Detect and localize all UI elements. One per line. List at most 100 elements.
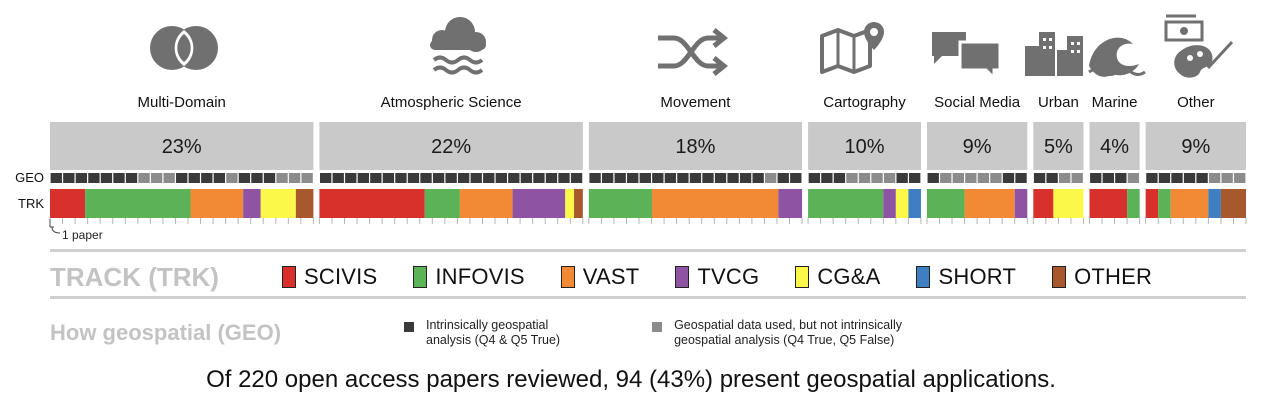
geo-square (727, 173, 739, 183)
geo-square (395, 173, 407, 183)
geo-swatch (404, 322, 414, 332)
geo-square (1115, 173, 1127, 183)
geo-row-label: GEO (15, 170, 44, 185)
track-swatch (413, 266, 428, 288)
geo-square (163, 173, 175, 183)
geo-square (263, 173, 276, 183)
track-segment (319, 189, 425, 218)
track-segment (1170, 189, 1209, 218)
domain-share-label: 23% (162, 136, 202, 158)
geo-legend: How geospatial (GEO) Intrinsically geosp… (50, 316, 1246, 350)
geo-square (176, 173, 188, 183)
domain-panel (808, 122, 921, 170)
track-segment (1014, 189, 1028, 218)
geo-square (1046, 173, 1058, 183)
geo-square (1208, 173, 1221, 183)
geo-square (1221, 173, 1233, 183)
geo-square (664, 173, 677, 183)
geo-square (125, 173, 138, 183)
city-icon (1025, 32, 1083, 76)
track-segment (1127, 189, 1140, 218)
map-pin-icon (820, 22, 884, 74)
geo-square (345, 173, 357, 183)
track-segment (295, 189, 314, 218)
geo-square (883, 173, 896, 183)
legend-middle-rule (50, 296, 1246, 299)
domain-panel (588, 122, 803, 170)
domain-share-label: 9% (1181, 136, 1210, 158)
track-segment (1158, 189, 1171, 218)
track-legend-label: CG&A (817, 264, 881, 289)
geo-square (1033, 173, 1046, 183)
domain-panel (1033, 122, 1084, 170)
track-swatch (795, 266, 810, 288)
track-segment (50, 189, 86, 218)
geo-square (508, 173, 520, 183)
geo-square (833, 173, 846, 183)
geo-square (100, 173, 113, 183)
geo-square (1102, 173, 1114, 183)
geo-legend-label: Geospatial data used, but not intrinsica… (674, 318, 902, 347)
geo-square (320, 173, 332, 183)
geo-square (652, 173, 664, 183)
domain-share-label: 5% (1044, 136, 1073, 158)
track-legend-label: SHORT (938, 264, 1017, 289)
track-segment (808, 189, 884, 218)
track-segment (574, 189, 583, 218)
geo-square (990, 173, 1002, 183)
geo-square (765, 173, 777, 183)
track-segment (1089, 189, 1128, 218)
geo-square (896, 173, 908, 183)
track-segment (778, 189, 803, 218)
domain-label: Social Media (934, 94, 1021, 111)
geo-square (714, 173, 727, 183)
geo-square (533, 173, 545, 183)
track-segment (883, 189, 896, 218)
track-swatch (675, 266, 690, 288)
geo-square (965, 173, 977, 183)
geo-square (445, 173, 457, 183)
scale-note: 1 paper (62, 228, 103, 242)
track-segment (926, 189, 965, 218)
track-segment (1208, 189, 1221, 218)
domain-share-label: 10% (844, 136, 884, 158)
geo-square (188, 173, 200, 183)
track-legend-item: TVCG (675, 264, 759, 290)
geo-square (1171, 173, 1183, 183)
domain-panel (1145, 122, 1246, 170)
domain-label: Movement (660, 94, 731, 111)
geo-square (470, 173, 482, 183)
geo-square (927, 173, 939, 183)
domain-chart: GEO TRK Multi-Domain 23% Atmospheric Science… (15, 14, 1247, 242)
track-swatch (1052, 266, 1067, 288)
geo-square (589, 173, 601, 183)
domain-share-label: 4% (1100, 136, 1129, 158)
geo-square (858, 173, 871, 183)
geo-square (88, 173, 100, 183)
track-segment (459, 189, 513, 218)
geo-square (739, 173, 752, 183)
track-legend-item: INFOVIS (413, 264, 525, 290)
geo-square (150, 173, 163, 183)
domain-panel (1089, 122, 1140, 170)
geo-legend-label: Intrinsically geospatial analysis (Q4 & … (426, 318, 561, 347)
geo-square (702, 173, 714, 183)
domain-label: Other (1177, 94, 1215, 111)
track-legend-label: TVCG (697, 264, 760, 289)
geo-square (1234, 173, 1246, 183)
track-segment (588, 189, 653, 218)
geo-square (1146, 173, 1158, 183)
track-legend-title: TRACK (TRK) (50, 261, 219, 292)
geo-square (627, 173, 639, 183)
track-swatch (560, 266, 575, 288)
domain-panel (319, 122, 583, 170)
geo-square (301, 173, 313, 183)
geo-square (601, 173, 614, 183)
scale-leader (51, 226, 61, 234)
track-legend: TRACK (TRK) SCIVIS INFOVIS VAST TVCG CG&A SHO… (50, 261, 1246, 293)
geo-square (545, 173, 558, 183)
track-segment (1053, 189, 1084, 218)
geo-square (288, 173, 301, 183)
geo-square (138, 173, 150, 183)
track-swatch (282, 266, 296, 288)
